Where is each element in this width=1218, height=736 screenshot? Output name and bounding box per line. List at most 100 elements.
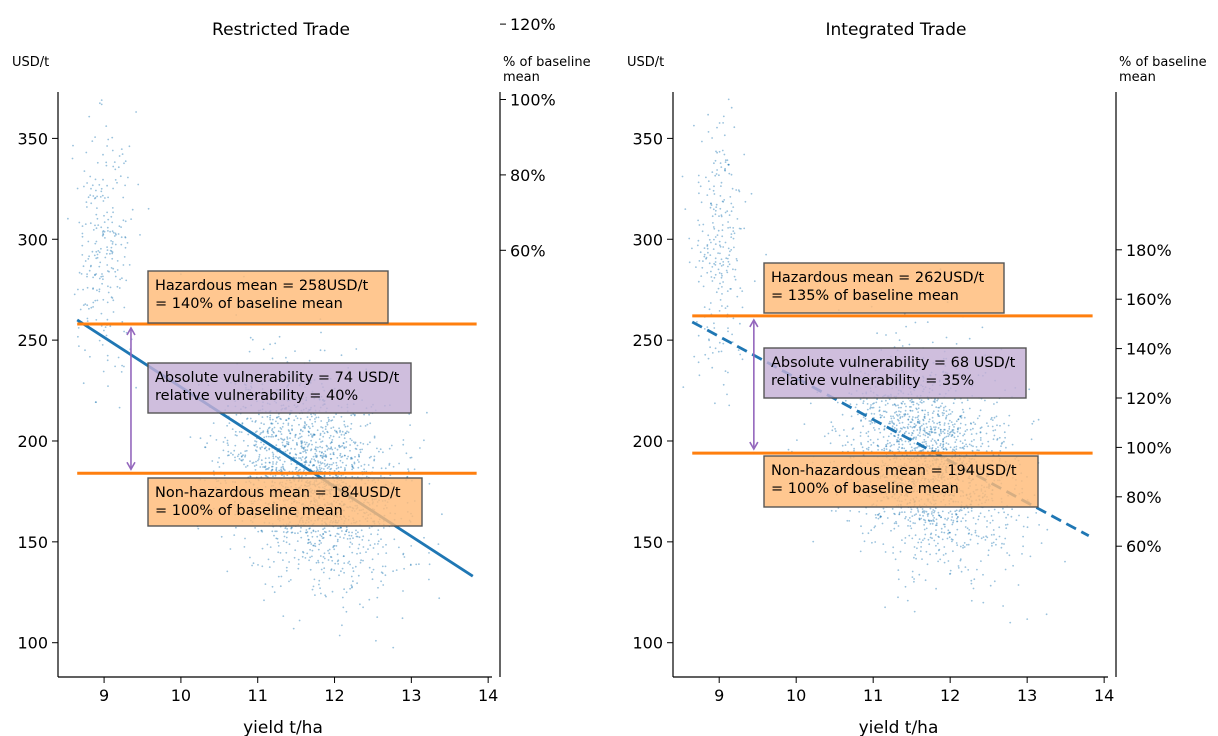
scatter-point	[712, 189, 715, 192]
scatter-point	[884, 551, 887, 553]
scatter-point	[986, 422, 988, 425]
scatter-point	[929, 425, 932, 428]
scatter-point	[343, 562, 346, 564]
scatter-point	[314, 459, 317, 462]
scatter-point	[315, 416, 318, 419]
scatter-point	[1021, 553, 1023, 555]
scatter-point	[890, 415, 892, 418]
scatter-point	[81, 235, 84, 238]
scatter-point	[862, 425, 864, 428]
scatter-point	[247, 433, 250, 436]
scatter-point	[300, 429, 302, 432]
scatter-point	[275, 530, 278, 533]
scatter-point	[989, 584, 992, 587]
scatter-point	[722, 122, 724, 124]
scatter-point	[942, 438, 944, 441]
scatter-point	[722, 115, 725, 118]
scatter-point	[923, 413, 926, 416]
scatter-point	[91, 184, 94, 187]
scatter-point	[917, 418, 920, 421]
scatter-point	[295, 415, 297, 418]
scatter-point	[343, 446, 345, 449]
scatter-point	[96, 195, 98, 198]
scatter-point	[261, 446, 263, 448]
scatter-point	[951, 538, 954, 541]
scatter-point	[882, 507, 885, 510]
scatter-point	[275, 537, 278, 540]
scatter-point	[841, 413, 844, 416]
scatter-point	[328, 548, 331, 551]
scatter-point	[961, 408, 964, 411]
scatter-point	[915, 438, 917, 440]
scatter-point	[333, 548, 336, 551]
scatter-point	[345, 432, 347, 435]
scatter-point	[291, 429, 293, 432]
scatter-point	[114, 243, 117, 246]
scatter-point	[703, 247, 706, 250]
y-tick-label: 300	[632, 230, 663, 249]
scatter-point	[310, 458, 313, 460]
scatter-point	[720, 350, 723, 353]
scatter-point	[899, 427, 902, 430]
scatter-point	[78, 345, 80, 347]
scatter-point	[1008, 554, 1011, 557]
scatter-point	[927, 519, 930, 522]
scatter-point	[282, 463, 284, 466]
scatter-point	[928, 520, 931, 523]
scatter-point	[933, 510, 936, 512]
scatter-point	[967, 533, 970, 535]
scatter-point	[300, 459, 303, 461]
annotation-text: = 100% of baseline mean	[155, 503, 343, 519]
scatter-point	[950, 431, 952, 433]
scatter-point	[360, 529, 363, 532]
scatter-point	[911, 419, 914, 422]
scatter-point	[888, 422, 890, 425]
scatter-point	[715, 203, 718, 206]
scatter-point	[292, 439, 294, 442]
scatter-point	[341, 461, 344, 464]
scatter-point	[927, 436, 929, 439]
scatter-point	[319, 540, 321, 542]
scatter-point	[242, 458, 244, 461]
scatter-point	[260, 529, 263, 532]
scatter-point	[106, 226, 109, 229]
scatter-point	[712, 226, 715, 228]
scatter-point	[269, 546, 272, 548]
scatter-point	[324, 455, 327, 457]
scatter-point	[360, 465, 363, 467]
scatter-point	[736, 259, 738, 262]
scatter-point	[346, 430, 348, 433]
scatter-point	[362, 443, 365, 445]
scatter-point	[311, 443, 313, 446]
scatter-point	[120, 371, 123, 373]
scatter-point	[317, 446, 319, 449]
scatter-point	[283, 469, 286, 471]
scatter-point	[929, 533, 932, 536]
scatter-point	[904, 542, 906, 544]
scatter-point	[268, 566, 271, 568]
scatter-point	[338, 444, 341, 447]
scatter-point	[910, 398, 913, 401]
scatter-point	[913, 426, 916, 429]
scatter-point	[358, 461, 360, 463]
scatter-point	[122, 264, 125, 266]
scatter-point	[402, 552, 405, 555]
scatter-point	[862, 416, 865, 419]
scatter-point	[880, 515, 882, 518]
scatter-point	[897, 415, 899, 417]
scatter-point	[914, 554, 917, 556]
scatter-point	[941, 538, 944, 541]
scatter-point	[951, 516, 953, 518]
scatter-point	[1022, 535, 1024, 538]
scatter-point	[691, 247, 693, 250]
scatter-point	[730, 173, 733, 176]
scatter-point	[109, 286, 112, 289]
scatter-point	[1015, 519, 1018, 521]
scatter-point	[922, 433, 925, 436]
scatter-point	[311, 425, 314, 428]
scatter-point	[928, 445, 931, 448]
scatter-point	[732, 206, 735, 209]
scatter-point	[322, 533, 324, 536]
scatter-point	[966, 399, 969, 402]
scatter-point	[105, 161, 108, 164]
